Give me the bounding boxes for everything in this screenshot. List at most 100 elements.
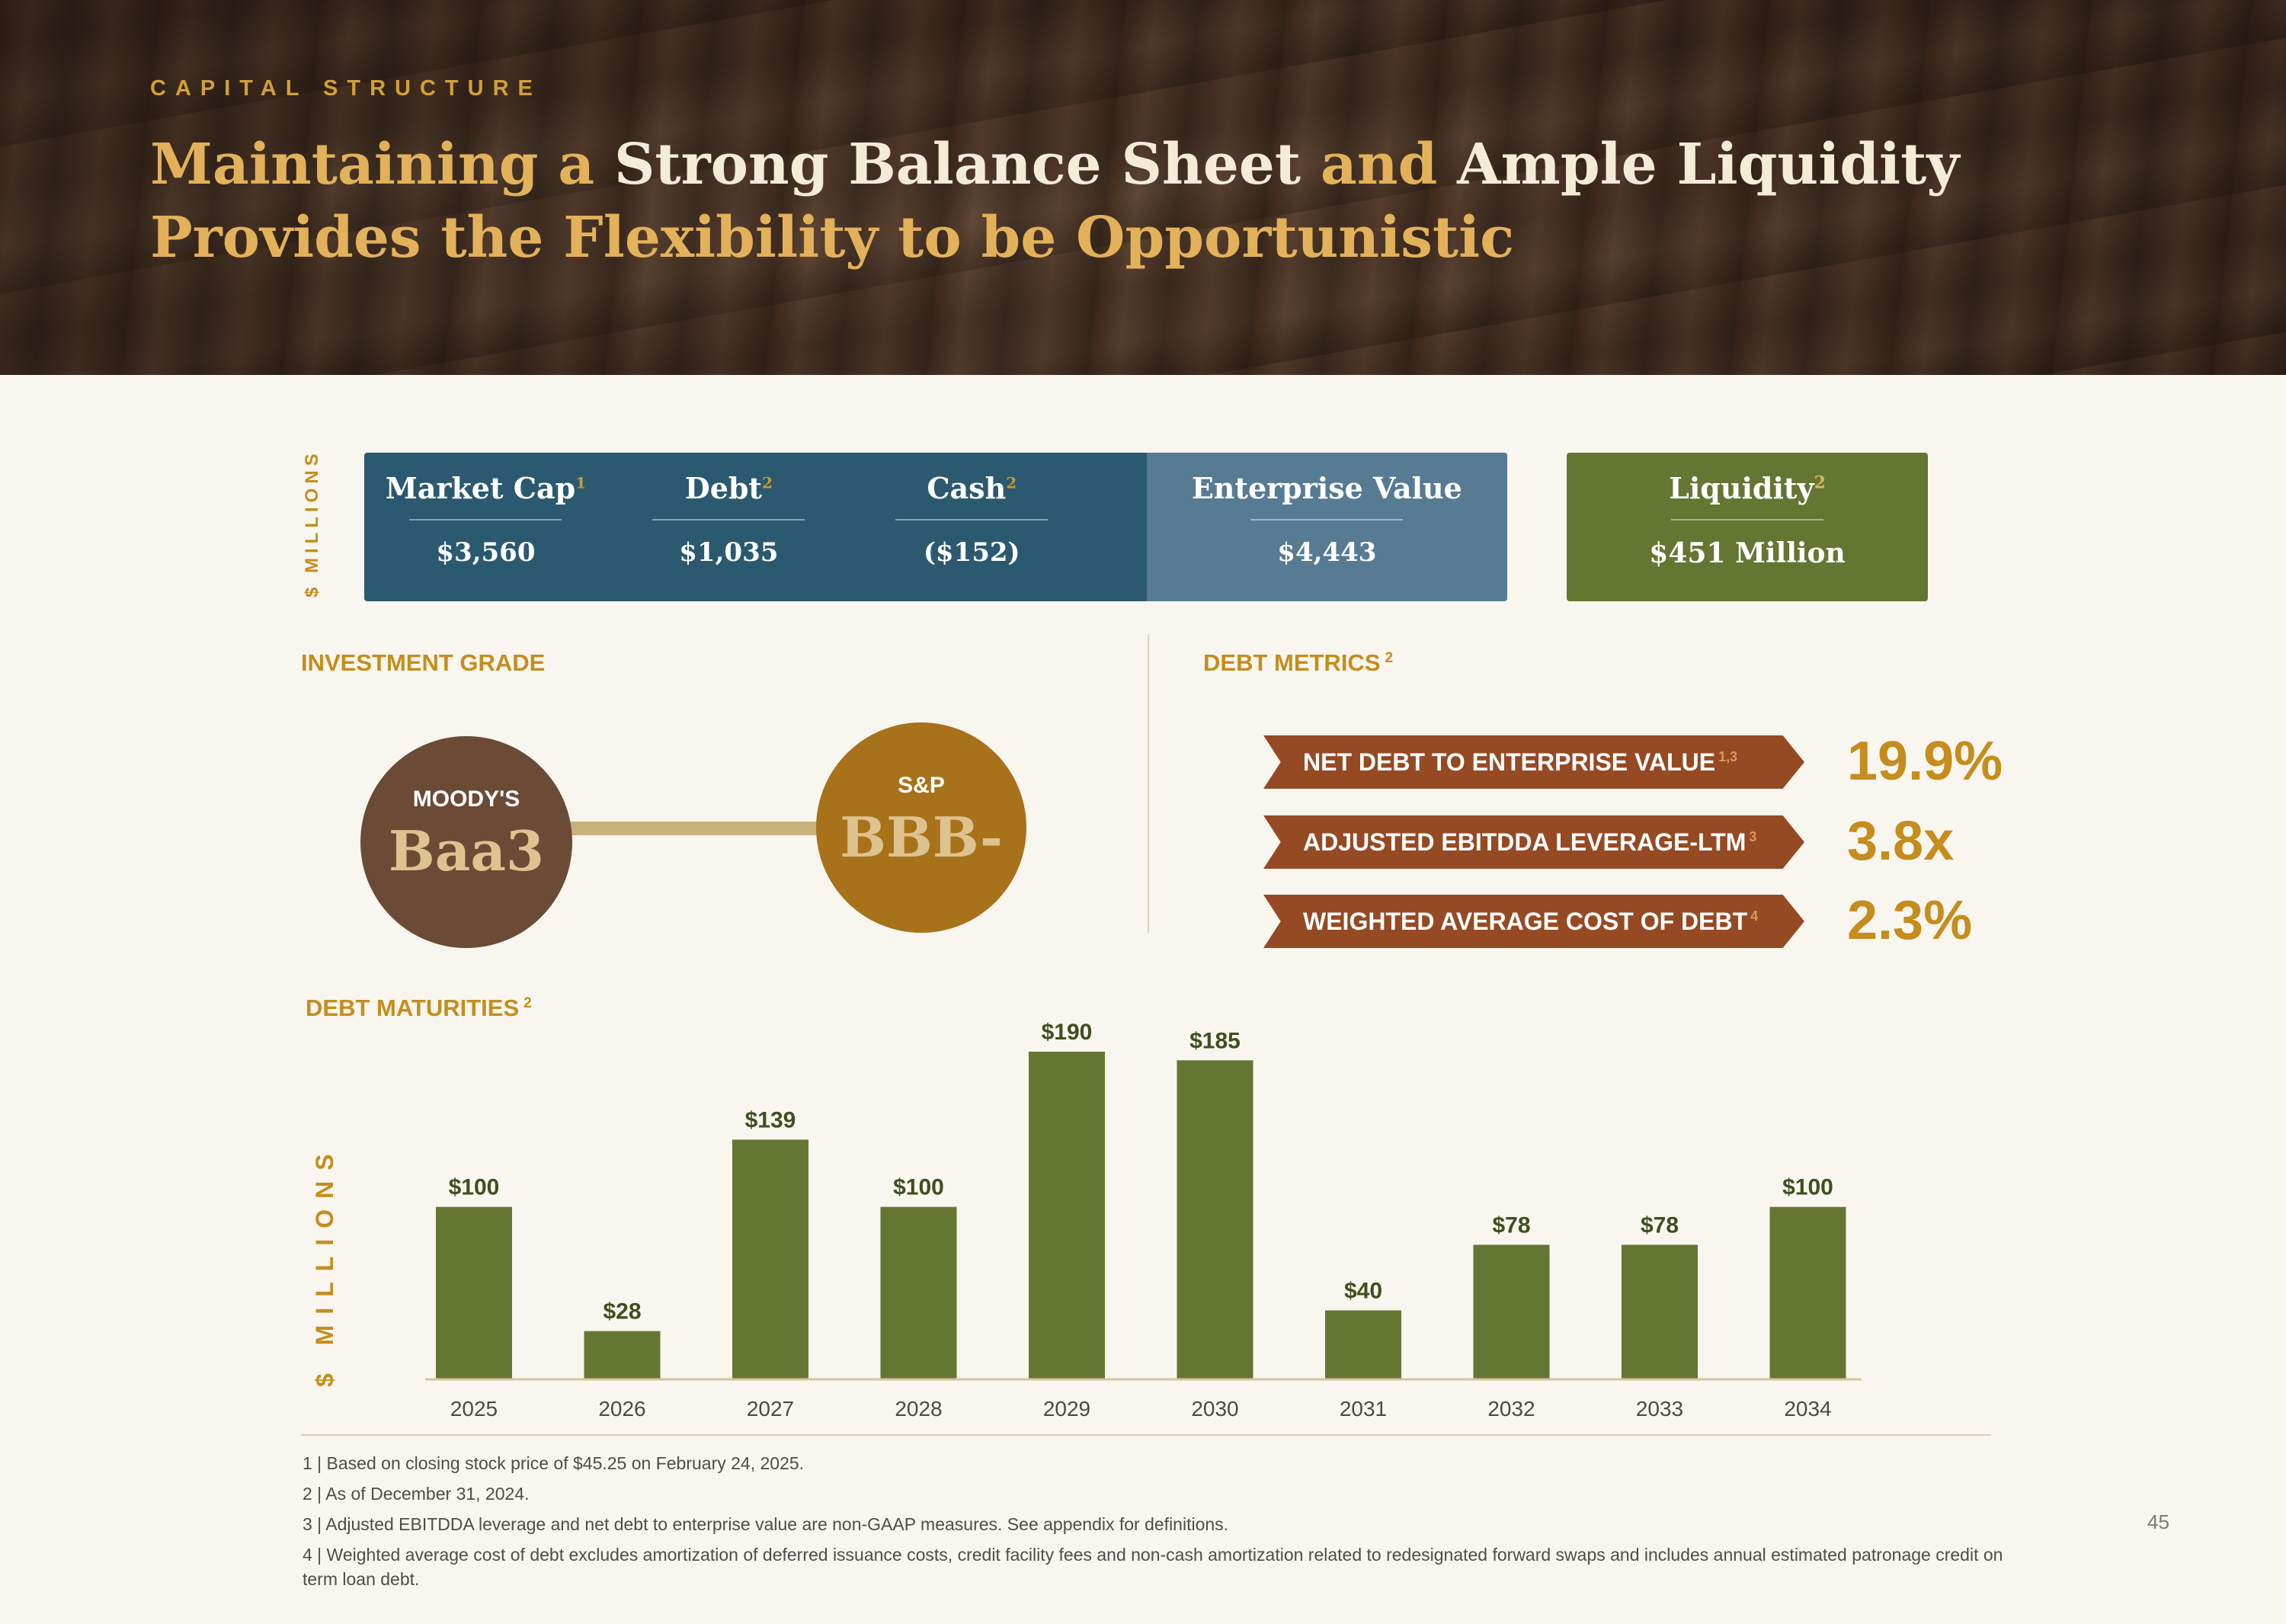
metric-enterprise-value: Enterprise Value $4,443 <box>1146 453 1508 601</box>
moodys-rating-badge: MOODY'S Baa3 <box>360 736 572 948</box>
x-tick-label: 2026 <box>598 1397 645 1421</box>
rating-value: BBB- <box>840 805 1003 870</box>
footnote-ref: 4 <box>1750 908 1759 924</box>
page-title: Maintaining a Strong Balance Sheet and A… <box>150 128 2055 274</box>
debt-metric-label: NET DEBT TO ENTERPRISE VALUE <box>1303 748 1716 776</box>
bar-2028 <box>880 1206 957 1379</box>
rating-agency-name: S&P <box>898 773 945 798</box>
bar-2032 <box>1473 1244 1550 1379</box>
data-label: $190 <box>1042 1020 1093 1045</box>
footnote: 2 | As of December 31, 2024. <box>303 1484 530 1504</box>
metric-value: ($152) <box>923 537 1020 568</box>
bar-2033 <box>1622 1244 1698 1379</box>
section-divider <box>1148 634 1149 933</box>
bar-2029 <box>1029 1052 1105 1379</box>
footnote-ref: 2 <box>1385 649 1394 666</box>
title-part: and <box>1301 132 1458 197</box>
bar-2034 <box>1769 1206 1846 1379</box>
footnote-ref: 2 <box>523 995 532 1011</box>
footnote: 4 | Weighted average cost of debt exclud… <box>303 1545 2003 1589</box>
hero-banner <box>0 0 2286 375</box>
data-label: $78 <box>1641 1212 1679 1238</box>
capital-metrics-bar: Market Cap1 $3,560 Debt2 $1,035 Cash2 ($… <box>364 453 1508 601</box>
bar-2025 <box>436 1206 512 1379</box>
debt-metric-label: ADJUSTED EBITDDA LEVERAGE-LTM <box>1303 828 1747 856</box>
metric-label: Enterprise Value <box>1191 471 1462 505</box>
footnote: 1 | Based on closing stock price of $45.… <box>303 1453 805 1473</box>
footnote-ref: 2 <box>1006 473 1017 492</box>
footnote-ref: 2 <box>1814 472 1826 493</box>
footnote-divider <box>301 1434 1991 1436</box>
footnote-ref: 3 <box>1749 829 1757 845</box>
debt-maturities-title: DEBT MATURITIES 2 <box>306 995 532 1022</box>
debt-metric-value: 3.8x <box>1847 811 1955 872</box>
bar-2026 <box>584 1331 661 1379</box>
footnote-ref: 2 <box>762 473 773 492</box>
metric-liquidity: Liquidity2 $451 Million <box>1567 453 1928 601</box>
metric-label: Market Cap <box>385 471 576 505</box>
debt-maturities-chart: $100 2025 $28 2026 $139 2027 $100 2028 $190 2029 $… <box>425 1020 1862 1421</box>
footnote-ref: 1,3 <box>1718 749 1738 765</box>
debt-metric-ribbon: NET DEBT TO ENTERPRISE VALUE 1,3 <box>1263 735 1804 789</box>
debt-metric-value: 2.3% <box>1847 890 1973 951</box>
divider <box>409 519 562 521</box>
rating-agency-name: MOODY'S <box>412 786 520 812</box>
metric-cash: Cash2 ($152) <box>850 453 1093 601</box>
x-tick-label: 2033 <box>1636 1397 1683 1421</box>
metric-label: Liquidity <box>1669 471 1814 505</box>
title-part-highlight: Strong Balance Sheet <box>613 132 1301 197</box>
data-label: $100 <box>449 1175 500 1200</box>
debt-metrics-title: DEBT METRICS 2 <box>1203 649 1393 677</box>
bar-2031 <box>1325 1310 1401 1379</box>
footnote-ref: 1 <box>575 473 587 492</box>
sp-rating-badge: S&P BBB- <box>816 722 1026 933</box>
divider <box>895 519 1049 521</box>
data-label: $185 <box>1189 1028 1241 1053</box>
page-number: 45 <box>2147 1510 2169 1533</box>
section-title-text: DEBT METRICS <box>1203 649 1381 676</box>
metric-value: $4,443 <box>1277 537 1377 568</box>
rating-connector <box>568 822 819 835</box>
rating-value: Baa3 <box>388 818 545 883</box>
x-tick-label: 2027 <box>747 1397 794 1421</box>
footnote: 3 | Adjusted EBITDDA leverage and net de… <box>303 1514 1229 1534</box>
x-tick-label: 2032 <box>1487 1397 1535 1421</box>
data-label: $139 <box>745 1107 796 1132</box>
footnotes: 1 | Based on closing stock price of $45.… <box>303 1448 2009 1591</box>
debt-metric-ribbon: WEIGHTED AVERAGE COST OF DEBT 4 <box>1263 895 1804 948</box>
divider <box>1250 519 1404 521</box>
x-tick-label: 2031 <box>1340 1397 1387 1421</box>
data-label: $40 <box>1344 1278 1382 1303</box>
x-tick-label: 2028 <box>895 1397 942 1421</box>
chart-unit-label: $ MILLIONS <box>311 1143 338 1387</box>
data-label: $78 <box>1492 1212 1530 1238</box>
data-label: $100 <box>893 1175 944 1200</box>
divider <box>1671 519 1823 521</box>
debt-metric-label: WEIGHTED AVERAGE COST OF DEBT <box>1303 908 1748 935</box>
x-tick-label: 2029 <box>1043 1397 1090 1421</box>
title-part: Maintaining a <box>150 132 614 197</box>
title-part: Provides the Flexibility to be Opportuni… <box>150 205 1515 271</box>
metric-value: $3,560 <box>436 537 536 568</box>
metric-debt: Debt2 $1,035 <box>607 453 850 601</box>
metric-value: $451 Million <box>1649 537 1846 569</box>
metric-value: $1,035 <box>679 537 779 568</box>
x-tick-label: 2034 <box>1784 1397 1831 1421</box>
debt-metric-value: 19.9% <box>1847 731 2003 792</box>
x-tick-label: 2030 <box>1191 1397 1238 1421</box>
bar-2027 <box>732 1139 808 1379</box>
debt-metric-ribbon: ADJUSTED EBITDDA LEVERAGE-LTM 3 <box>1263 815 1804 869</box>
data-label: $28 <box>603 1299 641 1325</box>
investment-grade-title: INVESTMENT GRADE <box>301 649 546 676</box>
bar-2030 <box>1177 1060 1253 1379</box>
metric-label: Cash <box>927 471 1007 505</box>
section-title-text: DEBT MATURITIES <box>306 995 520 1021</box>
metric-market-cap: Market Cap1 $3,560 <box>364 453 607 601</box>
section-eyebrow: CAPITAL STRUCTURE <box>150 76 542 101</box>
data-label: $100 <box>1782 1175 1833 1200</box>
metrics-unit-label: $ MILLIONS <box>302 449 322 597</box>
metric-label: Debt <box>684 471 762 505</box>
divider <box>652 519 805 521</box>
x-tick-label: 2025 <box>450 1397 498 1421</box>
title-part-highlight: Ample Liquidity <box>1457 132 1960 197</box>
